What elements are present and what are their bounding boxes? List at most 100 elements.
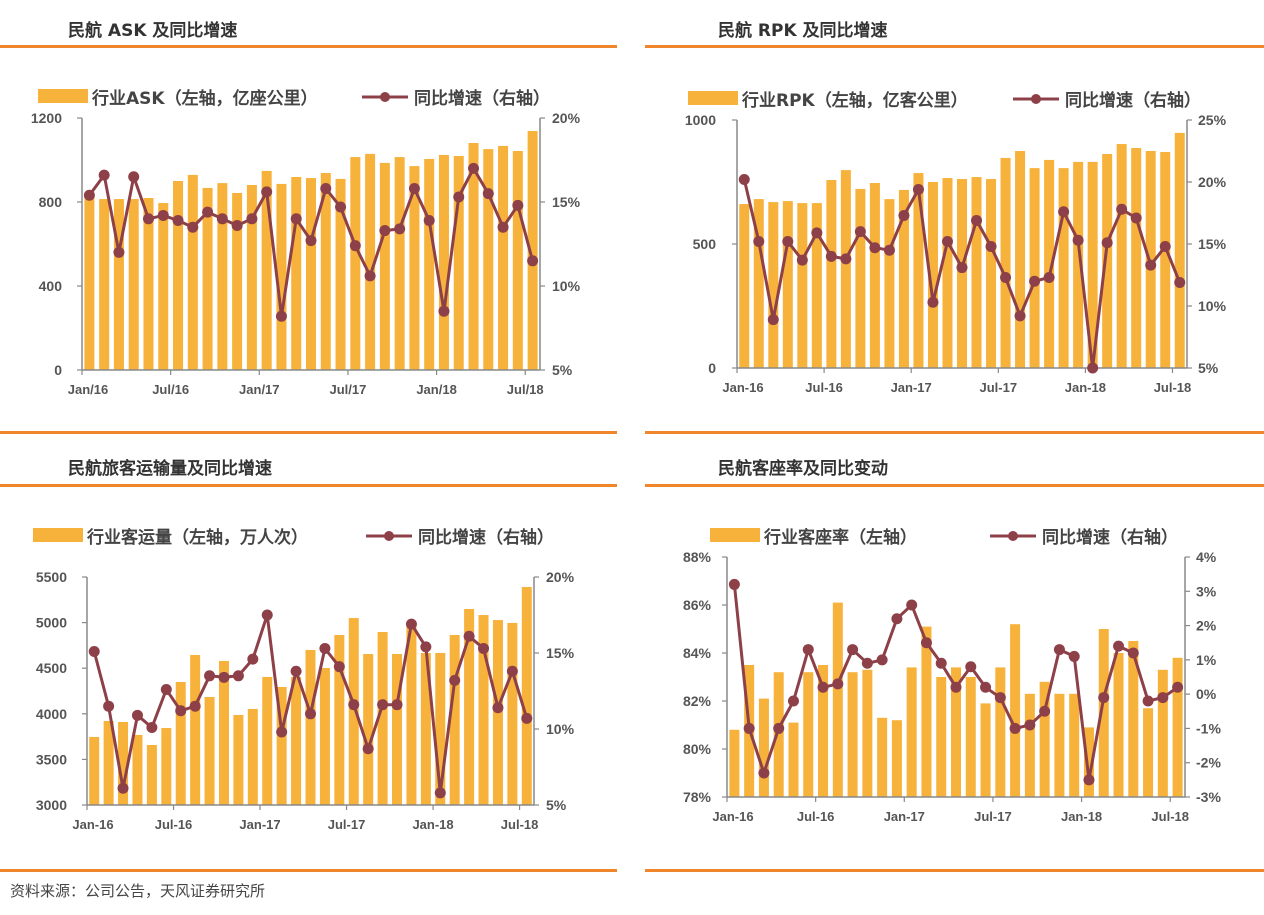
growth-point: [420, 641, 432, 653]
growth-point: [758, 767, 770, 779]
growth-point: [379, 225, 391, 237]
left-tick-label: 3000: [36, 797, 67, 813]
left-tick-label: 80%: [683, 741, 712, 757]
legend-bar-swatch: [33, 528, 83, 542]
bar: [128, 199, 139, 370]
bar: [1015, 151, 1026, 368]
chart-title-rpk: 民航 RPK 及同比增速: [718, 21, 888, 41]
growth-point: [117, 782, 129, 794]
bar: [190, 654, 201, 805]
x-tick-label: Jul-17: [328, 817, 366, 832]
growth-point: [1000, 271, 1012, 283]
growth-point: [1039, 705, 1051, 717]
bar: [175, 681, 186, 805]
growth-point: [438, 305, 450, 317]
bar: [394, 157, 405, 370]
chart-title-passengers: 民航旅客运输量及同比增速: [68, 459, 272, 479]
bar: [158, 203, 169, 370]
x-tick-label: Jan/16: [68, 382, 108, 397]
legend-bar-swatch: [38, 89, 88, 103]
bar: [1029, 168, 1040, 368]
growth-point: [492, 702, 504, 714]
right-tick-label: -1%: [1196, 720, 1221, 736]
bar: [291, 177, 302, 370]
growth-point: [825, 250, 837, 262]
bar: [818, 665, 829, 797]
growth-point: [290, 213, 302, 225]
growth-point: [482, 188, 494, 200]
growth-point: [1053, 644, 1065, 656]
bar: [768, 202, 779, 368]
bar: [942, 178, 953, 368]
bar: [869, 182, 880, 368]
growth-point: [941, 236, 953, 248]
bar: [921, 626, 932, 797]
x-tick-label: Jan-18: [1061, 809, 1102, 824]
growth-point: [172, 214, 184, 226]
growth-point: [1024, 719, 1036, 731]
bar: [832, 602, 843, 797]
left-tick-label: 88%: [683, 549, 712, 565]
right-tick-label: 15%: [1198, 236, 1227, 252]
growth-point: [956, 262, 968, 274]
growth-point: [463, 630, 475, 642]
bar: [826, 180, 837, 368]
x-tick-label: Jul-18: [1151, 809, 1189, 824]
chart-title-load-factor: 民航客座率及同比变动: [718, 459, 888, 479]
bar: [811, 203, 822, 368]
x-tick-label: Jul-16: [805, 380, 843, 395]
bar: [262, 676, 273, 805]
growth-point: [468, 162, 480, 174]
left-tick-label: 84%: [683, 645, 712, 661]
growth-point: [103, 700, 115, 712]
legend-bar-swatch: [710, 528, 760, 542]
growth-point: [767, 314, 779, 326]
bar: [507, 622, 518, 805]
growth-point: [1145, 259, 1157, 271]
legend-line-marker: [380, 92, 390, 102]
bar: [146, 744, 157, 805]
x-tick-label: Jul/16: [152, 382, 189, 397]
growth-point: [1072, 234, 1084, 246]
growth-point: [891, 613, 903, 625]
bar: [1113, 653, 1124, 797]
bar: [1174, 132, 1185, 368]
growth-point: [817, 681, 829, 693]
left-tick-label: 0: [708, 360, 716, 376]
bar: [350, 157, 361, 370]
bar: [1102, 153, 1113, 368]
right-tick-label: -3%: [1196, 789, 1221, 805]
right-tick-label: 10%: [1198, 298, 1227, 314]
chart-2: 行业客运量（左轴，万人次） 同比增速（右轴） 3000 3500 4000 4500 500…: [33, 527, 575, 832]
x-tick-label: Jul-17: [980, 380, 1018, 395]
growth-point: [261, 609, 273, 621]
growth-point: [1127, 647, 1139, 659]
bar: [957, 179, 967, 368]
bar: [161, 728, 172, 805]
growth-point: [305, 708, 316, 720]
bar: [884, 199, 895, 368]
growth-point: [512, 199, 524, 211]
bar: [143, 198, 154, 370]
chart-title-ask: 民航 ASK 及同比增速: [68, 21, 238, 41]
x-tick-label: Jul-17: [974, 809, 1012, 824]
bar: [233, 714, 244, 805]
bar: [965, 677, 976, 797]
bar: [438, 154, 449, 370]
bar: [276, 183, 287, 370]
bar: [1039, 681, 1050, 797]
bar: [377, 631, 388, 805]
left-tick-label: 78%: [683, 789, 712, 805]
legend-bar-label: 行业客运量（左轴，万人次）: [86, 527, 308, 548]
growth-point: [216, 213, 228, 225]
bar: [1143, 708, 1154, 797]
left-tick-label: 1200: [31, 110, 62, 126]
x-tick-label: Jan/18: [416, 382, 456, 397]
growth-point: [391, 699, 403, 711]
growth-point: [453, 191, 465, 203]
bar: [291, 676, 302, 805]
growth-point: [1068, 650, 1080, 662]
right-tick-label: 20%: [546, 569, 575, 585]
growth-point: [449, 674, 461, 686]
